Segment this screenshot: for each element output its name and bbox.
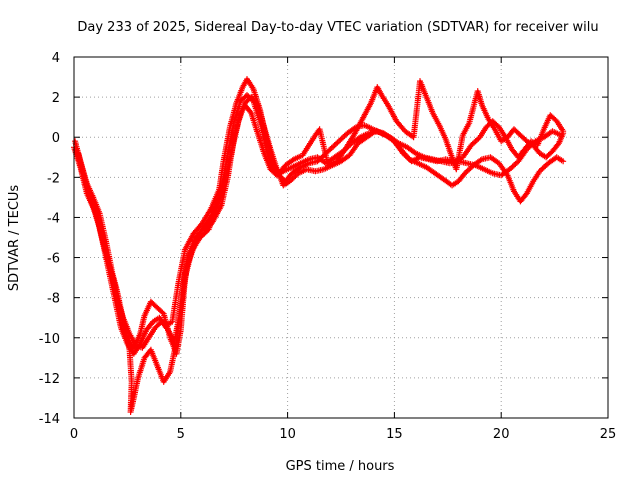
y-axis-label: SDTVAR / TECUs: [7, 185, 22, 292]
y-tick-label: -2: [47, 171, 60, 186]
data-points: [71, 76, 567, 415]
x-tick-label: 20: [493, 427, 510, 442]
x-tick-label: 5: [177, 427, 185, 442]
y-tick-label: 0: [52, 131, 60, 146]
y-tick-label: -6: [47, 252, 60, 267]
y-tick-label: -10: [39, 332, 60, 347]
series-trace-2: [72, 94, 567, 415]
x-axis-label: GPS time / hours: [286, 459, 395, 474]
plot-frame: [73, 56, 609, 419]
y-tick-label: 4: [52, 51, 60, 66]
marker-trace: [75, 102, 567, 351]
y-axis-ticks: -14 -12 -10 -8 -6 -4 -2 0 2 4: [39, 51, 608, 427]
x-tick-label: 0: [70, 427, 78, 442]
y-tick-label: -8: [47, 292, 60, 307]
y-tick-label: 2: [52, 91, 60, 106]
series-trace-4: [75, 102, 567, 351]
chart-title: Day 233 of 2025, Sidereal Day-to-day VTE…: [77, 20, 598, 35]
x-axis-ticks: 0 5 10 15 20 25: [70, 57, 616, 442]
y-tick-label: -12: [39, 372, 60, 387]
x-tick-label: 25: [600, 427, 617, 442]
y-tick-label: -14: [39, 412, 60, 427]
y-tick-label: -4: [47, 211, 60, 226]
marker-trace: [72, 94, 567, 415]
x-tick-label: 10: [279, 427, 296, 442]
x-tick-label: 15: [386, 427, 403, 442]
